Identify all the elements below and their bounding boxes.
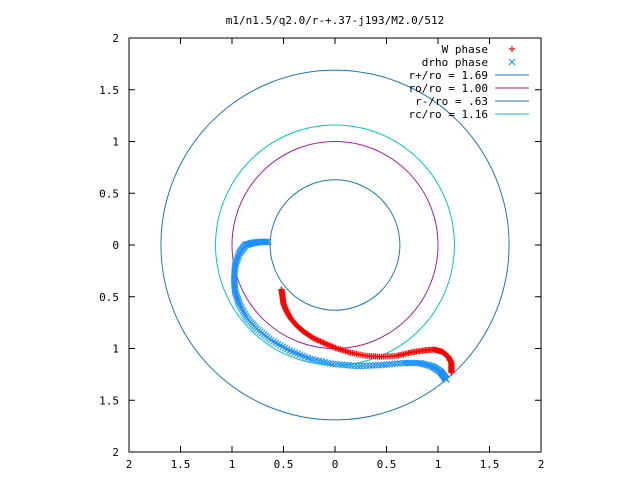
legend-label: drho phase: [422, 56, 488, 69]
data-point-x: [360, 362, 367, 370]
x-tick-label: 1: [435, 458, 442, 471]
data-point-x: [357, 362, 365, 370]
data-point-x: [237, 303, 245, 311]
x-tick-label: 1: [229, 458, 236, 471]
y-tick-label: 1: [112, 136, 119, 149]
data-point-x: [366, 362, 373, 369]
reference-circle: [160, 69, 510, 421]
y-tick-label: 0: [112, 239, 119, 252]
legend-label: r+/ro = 1.69: [409, 69, 488, 82]
y-tick-label: 2: [112, 32, 119, 45]
y-tick-label: 1.5: [99, 394, 119, 407]
data-point-x: [238, 305, 246, 313]
data-point-x: [235, 300, 243, 308]
data-point-x: [442, 376, 450, 383]
data-point-x: [375, 361, 382, 369]
y-tick-label: 2: [112, 446, 119, 459]
x-tick-label: 0.5: [377, 458, 397, 471]
data-point-x: [383, 361, 391, 368]
series-+: [278, 286, 455, 376]
legend-label: W phase: [442, 43, 488, 56]
x-tick-label: 1.5: [171, 458, 191, 471]
data-point-x: [363, 362, 370, 370]
axis-ticks: 2 1.5 1 0.5 0 0.5 1 1.5 221.510.500.511.52: [99, 32, 544, 471]
chart-title: m1/n1.5/q2.0/r-+.37-j193/M2.0/512: [226, 14, 445, 27]
data-point-x: [239, 307, 247, 315]
data-point-x: [386, 360, 393, 368]
legend-x-swatch: [508, 58, 516, 66]
data-point-x: [242, 312, 249, 320]
y-tick-label: 1: [112, 343, 119, 356]
data-point-x: [354, 362, 362, 370]
y-tick-label: 1.5: [99, 84, 119, 97]
data-point-x: [372, 361, 379, 369]
data-point-x: [240, 309, 248, 316]
data-point-x: [377, 361, 385, 369]
series-x: [230, 238, 450, 383]
data-point-x: [380, 361, 388, 369]
data-point-plus: [448, 369, 455, 376]
legend-label: r-/ro = .63: [415, 95, 488, 108]
x-tick-label: 0: [332, 458, 339, 471]
data-point-x: [394, 360, 401, 367]
y-tick-label: 0.5: [99, 187, 119, 200]
data-point-x: [236, 302, 244, 310]
data-point-x: [388, 360, 396, 368]
legend-label: rc/ro = 1.16: [409, 108, 488, 121]
x-tick-label: 2: [538, 458, 545, 471]
legend-label: ro/ro = 1.00: [409, 82, 488, 95]
x-tick-label: 0.5: [274, 458, 294, 471]
reference-circle: [269, 179, 401, 311]
x-tick-label: 2: [126, 458, 133, 471]
legend-plus-swatch: [509, 46, 515, 52]
data-series: [230, 238, 455, 383]
data-point-x: [369, 362, 376, 369]
data-point-x: [241, 310, 249, 318]
reference-circles: [160, 69, 510, 421]
data-point-x: [391, 360, 399, 368]
y-tick-label: 0.5: [99, 291, 119, 304]
x-tick-label: 1.5: [480, 458, 500, 471]
